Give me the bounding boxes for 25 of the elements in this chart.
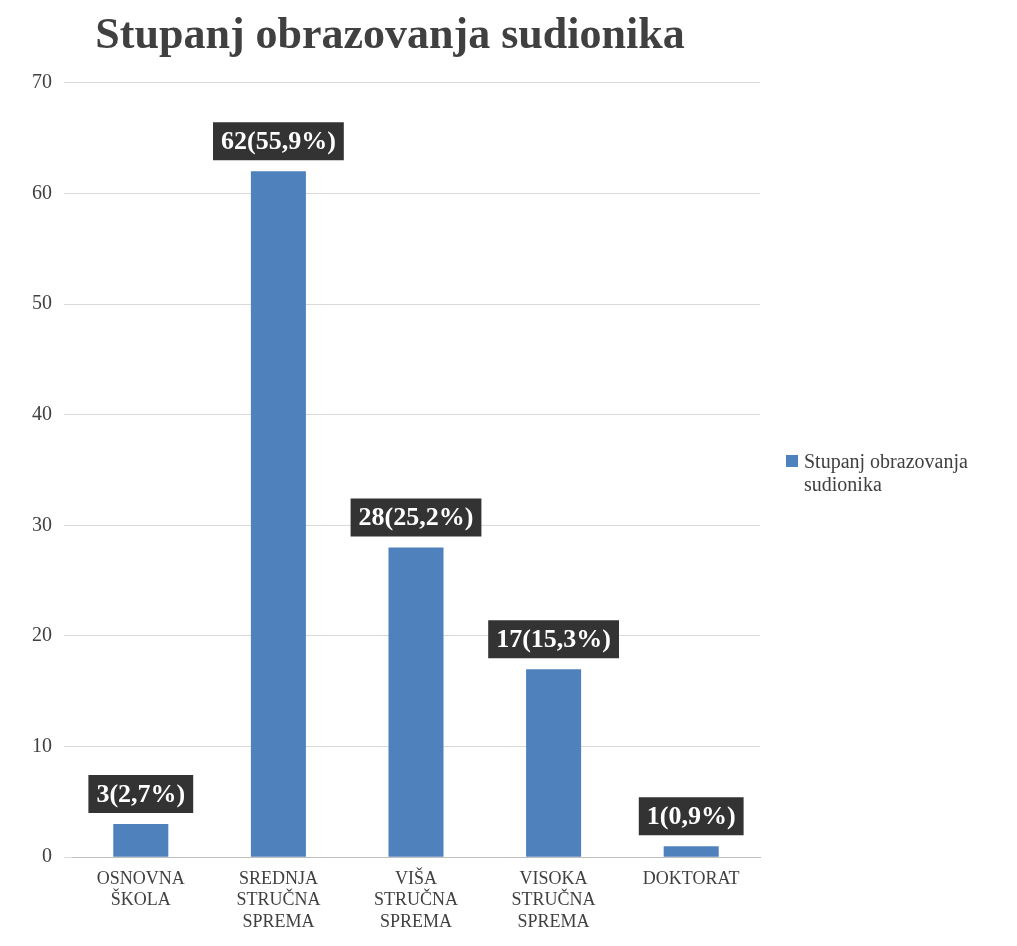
data-label: 17(15,3%) <box>496 623 612 653</box>
bar <box>113 824 169 857</box>
y-tick-label: 50 <box>32 291 52 314</box>
chart-title: Stupanj obrazovanja sudionika <box>95 8 685 58</box>
x-tick-label: DOKTORAT <box>642 867 740 888</box>
x-tick-label: VIŠA STRUČNA SPREMA <box>373 866 459 931</box>
y-tick-label: 40 <box>32 401 52 424</box>
bar <box>250 171 306 857</box>
x-tick-label: SREDNJA STRUČNA SPREMA <box>236 867 321 931</box>
y-tick-label: 0 <box>42 844 52 867</box>
data-label: 3(2,7%) <box>96 778 186 808</box>
bar <box>388 547 444 857</box>
data-label: 1(0,9%) <box>646 800 736 830</box>
x-tick-label: VISOKA STRUČNA SPREMA <box>511 867 596 931</box>
x-tick-label: OSNOVNA ŠKOLA <box>96 867 185 910</box>
y-tick-label: 10 <box>32 733 52 756</box>
bar <box>526 669 582 857</box>
data-label: 28(25,2%) <box>358 502 474 532</box>
data-label: 62(55,9%) <box>220 126 336 156</box>
legend-label: Stupanj obrazovanja sudionika <box>804 450 969 496</box>
y-tick-label: 30 <box>32 512 52 535</box>
y-tick-label: 20 <box>32 623 52 646</box>
y-tick-label: 70 <box>32 70 52 93</box>
bar <box>663 846 719 857</box>
y-tick-label: 60 <box>32 180 52 203</box>
